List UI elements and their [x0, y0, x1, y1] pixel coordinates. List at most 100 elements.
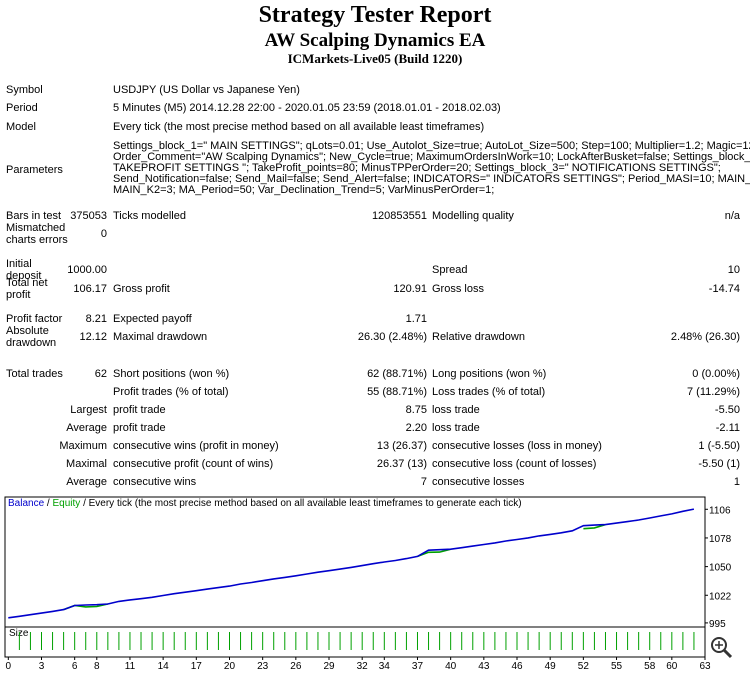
stat-value: 12.12: [79, 331, 107, 343]
stat-value: 62 (88.71%): [367, 368, 427, 380]
x-tick-label: 60: [666, 661, 678, 672]
x-tick-label: 26: [290, 661, 302, 672]
stat-label: Absolute drawdown: [6, 325, 57, 349]
stat-value: 26.30 (2.48%): [357, 331, 427, 343]
series-line: [8, 508, 695, 619]
field-value: Every tick (the most precise method base…: [113, 121, 485, 133]
stat-label: Modelling quality: [432, 210, 514, 222]
stat-label: Maximal drawdown: [113, 331, 208, 343]
x-tick-label: 29: [323, 661, 335, 672]
plot-frame: [4, 496, 706, 628]
chart-caption: Every tick (the most precise method base…: [89, 498, 522, 509]
stat-value: -5.50 (1): [698, 458, 740, 470]
stat-lead: Maximal: [66, 458, 107, 470]
field-label: Symbol: [6, 84, 43, 96]
x-tick-label: 46: [511, 661, 523, 672]
stat-label: Spread: [432, 264, 468, 276]
stat-label: profit trade: [113, 422, 166, 434]
stat-lead: Maximum: [59, 440, 107, 452]
stat-label: consecutive loss (count of losses): [432, 458, 597, 470]
legend-equity: Equity: [52, 498, 80, 509]
field-value: Order_Comment="AW Scalping Dynamics"; Ne…: [113, 151, 750, 163]
x-tick-label: 6: [72, 661, 78, 672]
stat-value: -2.11: [715, 422, 740, 434]
y-tick-label: 995: [709, 619, 726, 630]
x-tick-label: 63: [699, 661, 711, 672]
stat-label: Gross loss: [432, 283, 484, 295]
stat-value: 10: [727, 264, 740, 276]
stat-value: 1 (-5.50): [698, 440, 740, 452]
legend-separator: /: [83, 498, 86, 509]
stat-value: 1: [733, 476, 740, 488]
stat-label: Total net profit: [6, 277, 48, 301]
stat-value: 120853551: [371, 210, 427, 222]
field-label: Period: [6, 102, 38, 114]
stat-label: Long positions (won %): [432, 368, 547, 380]
zoom-handle[interactable]: [722, 648, 733, 659]
field-value: USDJPY (US Dollar vs Japanese Yen): [113, 84, 300, 96]
stat-value: 106.17: [73, 283, 107, 295]
stat-label: consecutive losses (loss in money): [432, 440, 602, 452]
stat-value: 1000.00: [67, 264, 107, 276]
stat-label: Gross profit: [113, 283, 170, 295]
x-tick-label: 8: [94, 661, 100, 672]
field-value: TAKEPROFIT SETTINGS "; TakeProfit_points…: [113, 162, 721, 174]
x-tick-label: 11: [125, 661, 136, 672]
stat-value: -14.74: [708, 283, 740, 295]
stat-lead: Average: [66, 422, 107, 434]
stat-value: 62: [94, 368, 107, 380]
stat-label: Profit trades (% of total): [113, 386, 229, 398]
report-server: ICMarkets-Live05 (Build 1220): [287, 51, 463, 66]
report-subtitle: AW Scalping Dynamics EA: [264, 30, 486, 51]
x-tick-label: 3: [39, 661, 45, 672]
stat-label: Ticks modelled: [113, 210, 186, 222]
x-tick-label: 34: [379, 661, 391, 672]
zoom-icon[interactable]: [711, 637, 733, 659]
stat-value: 26.37 (13): [376, 458, 427, 470]
y-tick-label: 1022: [709, 591, 732, 602]
x-tick-label: 55: [611, 661, 623, 672]
size-frame: [4, 626, 706, 658]
stat-value: 0: [100, 228, 107, 240]
stat-label: loss trade: [432, 422, 480, 434]
x-tick-label: 14: [158, 661, 170, 672]
stat-label: Expected payoff: [113, 313, 192, 325]
stat-value: 7: [420, 476, 427, 488]
stat-value: 2.48% (26.30): [670, 331, 740, 343]
report-title: Strategy Tester Report: [258, 2, 492, 28]
stat-label: Loss trades (% of total): [432, 386, 546, 398]
stat-label: Mismatched charts errors: [6, 222, 68, 246]
stat-value: n/a: [724, 210, 740, 222]
stat-label: Initial deposit: [6, 258, 42, 282]
x-tick-label: 43: [478, 661, 490, 672]
stat-value: -5.50: [714, 404, 740, 416]
stat-value: 2.20: [405, 422, 427, 434]
field-label: Model: [6, 121, 36, 133]
x-tick-label: 23: [257, 661, 269, 672]
stat-label: consecutive losses: [432, 476, 525, 488]
stat-label: consecutive wins: [113, 476, 197, 488]
x-tick-label: 49: [545, 661, 557, 672]
legend-balance: Balance: [8, 498, 45, 509]
stat-value: 1.71: [405, 313, 427, 325]
x-tick-label: 52: [578, 661, 590, 672]
field-value: 5 Minutes (M5) 2014.12.28 22:00 - 2020.0…: [113, 102, 501, 114]
stat-label: Short positions (won %): [113, 368, 230, 380]
legend: Balance / Equity / Every tick (the most …: [8, 498, 522, 509]
x-tick-label: 58: [644, 661, 656, 672]
stat-label: Total trades: [6, 368, 63, 380]
y-tick-label: 1078: [709, 534, 732, 545]
stat-lead: Average: [66, 476, 107, 488]
field-value: Settings_block_1=" MAIN SETTINGS"; qLots…: [113, 140, 750, 152]
x-tick-label: 40: [445, 661, 457, 672]
x-tick-label: 37: [412, 661, 424, 672]
stat-value: 8.21: [85, 313, 107, 325]
stat-value: 55 (88.71%): [367, 386, 427, 398]
x-tick-label: 32: [357, 661, 369, 672]
stat-label: profit trade: [113, 404, 166, 416]
stat-label: consecutive wins (profit in money): [113, 440, 279, 452]
y-tick-label: 1050: [709, 563, 732, 574]
stat-value: 375053: [70, 210, 107, 222]
